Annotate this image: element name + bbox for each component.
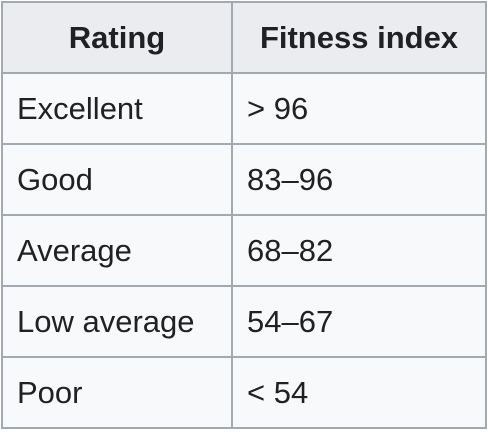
rating-cell: Excellent	[1, 72, 233, 145]
fitness-index-cell: < 54	[231, 356, 487, 429]
column-header-rating: Rating	[1, 1, 233, 74]
table-header-row: Rating Fitness index	[1, 1, 487, 74]
fitness-rating-table: Rating Fitness index Excellent > 96 Good…	[1, 1, 487, 429]
rating-cell: Good	[1, 143, 233, 216]
fitness-index-cell: > 96	[231, 72, 487, 145]
fitness-index-cell: 83–96	[231, 143, 487, 216]
rating-cell: Average	[1, 214, 233, 287]
column-header-fitness-index: Fitness index	[231, 1, 487, 74]
table-row: Excellent > 96	[1, 72, 487, 145]
table-row: Average 68–82	[1, 214, 487, 287]
table-row: Poor < 54	[1, 356, 487, 429]
table-row: Good 83–96	[1, 143, 487, 216]
rating-cell: Low average	[1, 285, 233, 358]
fitness-index-cell: 68–82	[231, 214, 487, 287]
table-row: Low average 54–67	[1, 285, 487, 358]
fitness-index-cell: 54–67	[231, 285, 487, 358]
rating-cell: Poor	[1, 356, 233, 429]
